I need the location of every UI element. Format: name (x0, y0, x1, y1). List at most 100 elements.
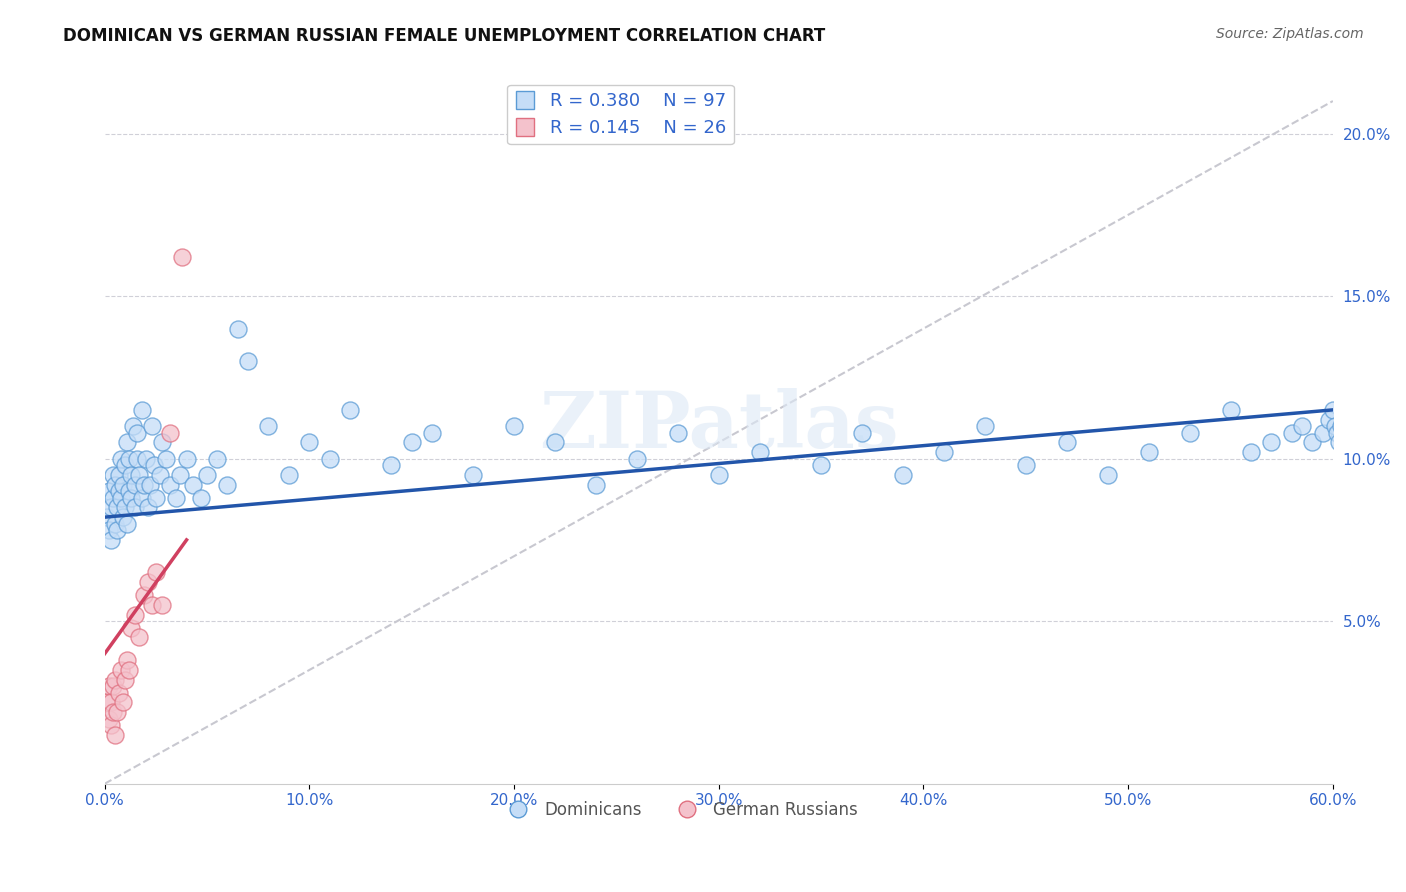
Point (104, 477, 127, 491)
Point (108, 484, 131, 499)
Point (1326, 425, 1348, 440)
Point (1178, 425, 1201, 440)
Point (190, 491, 212, 505)
Point (150, 598, 173, 612)
Point (666, 425, 689, 440)
Point (120, 491, 142, 505)
Point (1330, 419, 1353, 434)
Point (112, 510, 135, 524)
Point (339, 402, 361, 417)
Point (932, 445, 955, 459)
Point (169, 467, 191, 482)
Point (128, 467, 150, 482)
Point (97, 712, 120, 726)
Point (1219, 402, 1241, 417)
Point (100, 500, 122, 515)
Point (114, 500, 136, 515)
Point (1336, 402, 1358, 417)
Point (236, 354, 259, 368)
Text: DOMINICAN VS GERMAN RUSSIAN FEMALE UNEMPLOYMENT CORRELATION CHART: DOMINICAN VS GERMAN RUSSIAN FEMALE UNEMP… (63, 27, 825, 45)
Point (136, 575, 159, 590)
Point (105, 705, 128, 719)
Point (104, 728, 127, 742)
Point (127, 451, 149, 466)
Point (124, 607, 146, 622)
Point (217, 477, 239, 491)
Point (257, 419, 280, 434)
Point (128, 631, 150, 645)
Point (891, 467, 914, 482)
Point (851, 425, 873, 440)
Point (112, 477, 135, 491)
Point (118, 663, 141, 677)
Point (319, 451, 342, 466)
Point (626, 451, 648, 466)
Point (135, 451, 157, 466)
Point (1334, 412, 1357, 426)
Point (138, 477, 160, 491)
Point (96, 696, 118, 710)
Point (141, 598, 163, 612)
Point (110, 491, 132, 505)
Point (145, 566, 167, 580)
Point (748, 445, 770, 459)
Point (1260, 435, 1282, 450)
Point (1137, 445, 1160, 459)
Point (100, 718, 122, 732)
Point (115, 516, 138, 531)
Point (176, 451, 198, 466)
Point (159, 477, 181, 491)
Point (226, 321, 249, 335)
Point (401, 435, 423, 450)
Point (149, 467, 172, 482)
Point (96, 510, 118, 524)
Point (1097, 467, 1119, 482)
Text: Source: ZipAtlas.com: Source: ZipAtlas.com (1216, 27, 1364, 41)
Point (100, 533, 122, 547)
Point (97, 484, 120, 499)
Point (1240, 445, 1263, 459)
Point (105, 500, 128, 515)
Point (810, 458, 832, 472)
Point (145, 491, 167, 505)
Point (165, 491, 187, 505)
Point (277, 467, 299, 482)
Point (1312, 425, 1334, 440)
Point (1301, 435, 1323, 450)
Point (115, 435, 138, 450)
Point (298, 435, 321, 450)
Point (114, 458, 136, 472)
Point (1015, 458, 1038, 472)
Point (974, 419, 997, 434)
Point (141, 419, 163, 434)
Point (110, 663, 132, 677)
Point (108, 686, 131, 700)
Point (132, 588, 155, 602)
Point (150, 435, 173, 450)
Point (1291, 419, 1313, 434)
Point (172, 250, 194, 264)
Point (101, 491, 124, 505)
Point (131, 402, 153, 417)
Point (707, 467, 730, 482)
Point (118, 484, 141, 499)
Point (104, 673, 127, 687)
Point (124, 500, 146, 515)
Point (132, 477, 155, 491)
Point (100, 696, 122, 710)
Point (104, 516, 127, 531)
Point (112, 696, 135, 710)
Legend: Dominicans, German Russians: Dominicans, German Russians (499, 794, 865, 825)
Text: ZIPatlas: ZIPatlas (538, 388, 898, 464)
Point (195, 467, 218, 482)
Point (127, 425, 149, 440)
Point (159, 425, 181, 440)
Point (120, 621, 142, 635)
Point (108, 467, 131, 482)
Point (463, 467, 485, 482)
Point (118, 451, 141, 466)
Point (1331, 425, 1354, 440)
Point (1339, 393, 1361, 408)
Point (101, 467, 124, 482)
Point (380, 458, 402, 472)
